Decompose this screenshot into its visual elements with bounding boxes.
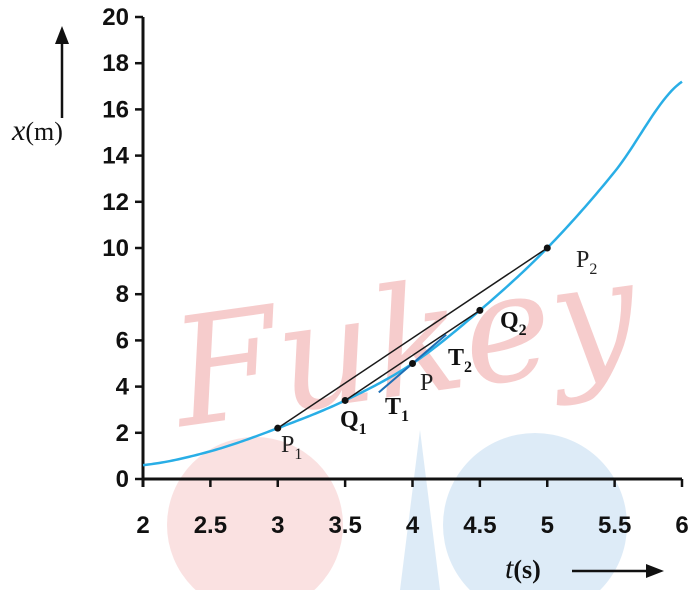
x-axis-label-arrow-head bbox=[646, 564, 664, 578]
x-tick-label-5.5: 5.5 bbox=[598, 512, 631, 539]
x-tick-label-3.5: 3.5 bbox=[328, 512, 361, 539]
watermark-blue-stroke bbox=[400, 430, 440, 590]
y-axis-label: x(m) bbox=[11, 114, 63, 147]
x-tick-label-6: 6 bbox=[675, 512, 688, 539]
y-tick-label-0: 0 bbox=[116, 466, 129, 493]
point-q1 bbox=[341, 396, 349, 404]
point-q2 bbox=[476, 306, 484, 314]
point-label-q1: Q1 bbox=[340, 407, 367, 438]
y-tick-label-20: 20 bbox=[102, 4, 129, 31]
point-label-p: P bbox=[420, 370, 433, 396]
point-label-t2: T2 bbox=[448, 345, 472, 376]
point-label-t1: T1 bbox=[385, 394, 409, 425]
point-p2 bbox=[543, 244, 551, 252]
watermark-circle-pink bbox=[167, 437, 343, 590]
point-p1 bbox=[274, 424, 282, 432]
x-tick-label-4.5: 4.5 bbox=[463, 512, 496, 539]
x-tick-label-5: 5 bbox=[541, 512, 554, 539]
y-tick-label-8: 8 bbox=[116, 281, 129, 308]
y-tick-label-14: 14 bbox=[102, 143, 129, 170]
y-tick-label-12: 12 bbox=[102, 189, 129, 216]
x-tick-label-4: 4 bbox=[406, 512, 420, 539]
x-axis-label: t(s) bbox=[505, 552, 541, 585]
points bbox=[274, 244, 551, 432]
x-tick-label-2.5: 2.5 bbox=[194, 512, 227, 539]
x-tick-label-3: 3 bbox=[271, 512, 284, 539]
y-axis-label-arrow-head bbox=[55, 26, 69, 44]
y-tick-label-16: 16 bbox=[102, 96, 129, 123]
y-axis-label-group: x(m) bbox=[11, 26, 69, 147]
y-tick-label-18: 18 bbox=[102, 50, 129, 77]
point-label-p2: P2 bbox=[576, 247, 597, 278]
point-label-p1: P1 bbox=[281, 432, 302, 463]
chord-q1-q2 bbox=[344, 309, 481, 402]
point-label-q2: Q2 bbox=[500, 308, 527, 339]
y-tick-label-6: 6 bbox=[116, 327, 129, 354]
watermark-circle-blue bbox=[443, 433, 627, 590]
chord-p1-p2 bbox=[277, 247, 548, 429]
axis-ticks bbox=[135, 15, 684, 487]
y-tick-label-2: 2 bbox=[116, 420, 129, 447]
x-axis-label-group: t(s) bbox=[505, 552, 664, 585]
x-tick-label-2: 2 bbox=[136, 512, 149, 539]
point-p bbox=[409, 360, 416, 367]
y-tick-label-4: 4 bbox=[116, 374, 130, 401]
point-labels: P1 P2 P Q1 Q2 T1 T2 bbox=[281, 247, 597, 463]
y-tick-label-10: 10 bbox=[102, 235, 129, 262]
